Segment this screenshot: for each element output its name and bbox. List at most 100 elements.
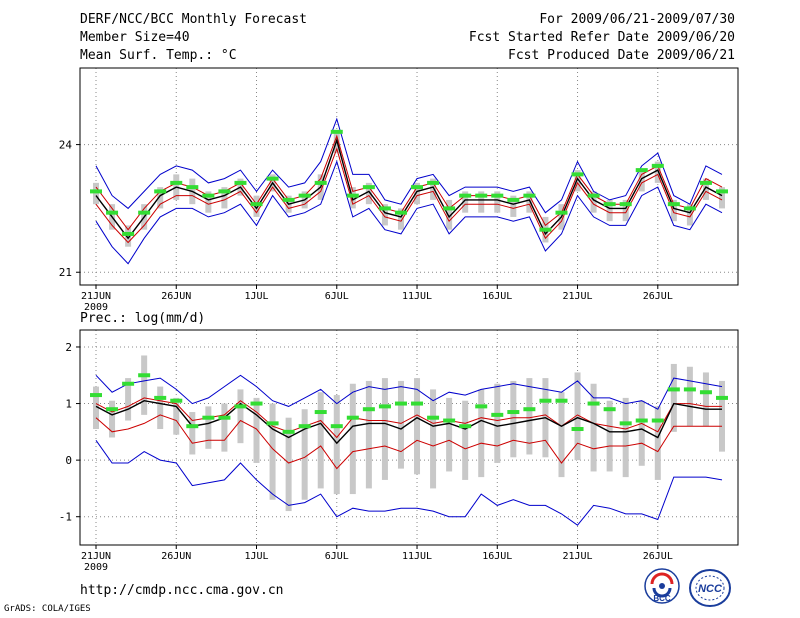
temp-median-marker (716, 189, 728, 194)
temp-median-marker (699, 180, 712, 185)
prec-member-bar (654, 406, 661, 480)
prec-xtick-label: 11JUL (402, 551, 432, 562)
temp-median-marker (587, 193, 600, 198)
prec-ytick-label: 1 (65, 398, 72, 411)
prec-member-bar (253, 397, 260, 463)
temp-median-marker (491, 193, 504, 198)
temp-xtick-label: 21JUN (81, 291, 111, 302)
prec-median-marker (571, 427, 584, 432)
temp-xtick-label: 26JUN (161, 291, 191, 302)
prec-member-bar (719, 380, 725, 452)
prec-xtick-label: 1JUL (244, 551, 268, 562)
temp-member-bar (446, 199, 453, 230)
prec-member-bar (93, 386, 99, 430)
prec-median-marker (250, 401, 263, 406)
temp-median-marker (459, 193, 472, 198)
temp-member-bar (702, 178, 709, 200)
prec-median-marker (154, 395, 167, 400)
prec-member-bar (478, 389, 485, 478)
temp-median-marker (507, 197, 520, 202)
prec-median-marker (539, 398, 552, 403)
prec-median-marker (667, 387, 680, 392)
temp-median-marker (106, 210, 119, 215)
prec-member-bar (558, 392, 565, 478)
temp-member-bar (430, 178, 437, 200)
prec-xtick-label: 21JUL (562, 551, 592, 562)
temp-median-marker (427, 180, 440, 185)
prec-median-marker (202, 415, 215, 420)
prec-member-bar (670, 363, 677, 432)
prec-median-marker (603, 407, 616, 412)
prec-xtick-year: 2009 (84, 562, 108, 573)
temp-xtick-label: 6JUL (325, 291, 349, 302)
prec-series-max (95, 374, 723, 410)
temp-member-bar (606, 199, 613, 222)
temp-median-marker (330, 129, 343, 134)
temp-median-marker (202, 193, 215, 198)
prec-median-marker (651, 418, 664, 423)
temp-member-bar (526, 191, 533, 213)
prec-median-marker (394, 401, 407, 406)
prec-member-bar (237, 389, 244, 444)
temp-median-marker (523, 193, 536, 198)
prec-xtick-label: 21JUN (81, 551, 111, 562)
temp-median-marker (90, 189, 102, 194)
temp-member-bar (478, 191, 485, 213)
temp-member-bar (638, 170, 645, 192)
prec-median-marker (427, 415, 440, 420)
temp-xtick-year: 2009 (84, 302, 108, 313)
prec-ytick-label: 0 (65, 454, 72, 467)
forecast-produced-date: Fcst Produced Date 2009/06/21 (508, 48, 735, 63)
temp-member-bar (205, 191, 212, 213)
prec-median-marker (298, 424, 311, 429)
temp-member-bar (494, 191, 501, 213)
prec-median-marker (330, 424, 343, 429)
temp-ytick-label: 24 (59, 139, 73, 152)
prec-member-bar (574, 372, 581, 461)
temp-member-bar (686, 204, 693, 226)
temp-median-marker (218, 189, 231, 194)
temp-member-bar (462, 191, 469, 213)
temp-median-marker (619, 202, 632, 207)
svg-text:NCC: NCC (698, 583, 723, 595)
temp-frame (79, 67, 739, 286)
prec-median-marker (555, 398, 568, 403)
prec-member-bar (349, 383, 356, 495)
prec-median-marker (362, 407, 375, 412)
prec-median-marker (218, 415, 231, 420)
temp-median-marker (346, 193, 359, 198)
temp-member-bar (253, 195, 260, 217)
temp-median-marker (635, 168, 648, 173)
temp-median-marker (362, 185, 375, 190)
member-size: Member Size=40 (80, 30, 190, 45)
temp-member-bar (574, 170, 581, 192)
prec-member-bar (397, 380, 404, 469)
prec-member-bar (638, 400, 645, 466)
prec-member-bar (173, 397, 180, 435)
temp-member-bar (590, 191, 597, 213)
bcc-logo: BCC (644, 568, 680, 604)
prec-member-bar (205, 406, 212, 449)
temp-median-marker (683, 206, 696, 211)
prec-median-marker (90, 393, 102, 398)
footer-url[interactable]: http://cmdp.ncc.cma.gov.cn (80, 583, 284, 598)
temp-member-bar (221, 187, 228, 209)
temp-median-marker (443, 206, 456, 211)
prec-ytick-label: -1 (59, 511, 72, 524)
temp-median-marker (314, 180, 327, 185)
temp-member-bar (719, 187, 725, 209)
prec-median-marker (122, 381, 135, 386)
temp-member-bar (622, 199, 629, 222)
temp-median-marker (122, 231, 135, 236)
prec-xtick-label: 26JUN (161, 551, 191, 562)
prec-member-bar (381, 378, 388, 480)
prec-median-marker (716, 395, 728, 400)
temp-xtick-label: 26JUL (643, 291, 673, 302)
prec-median-marker (459, 424, 472, 429)
temp-series-upper (95, 134, 723, 231)
prec-member-bar (317, 392, 324, 489)
prec-member-bar (526, 378, 533, 455)
prec-member-bar (510, 380, 517, 458)
